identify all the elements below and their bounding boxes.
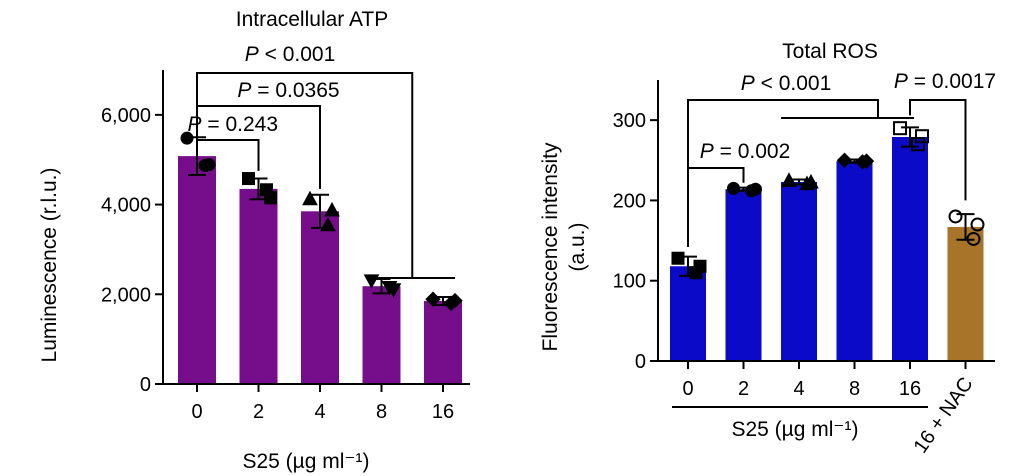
x-axis-title: S25 (µg ml⁻¹): [242, 450, 369, 473]
axes: 0 2,000 4,000 6,000 0 2 4 8 16: [101, 70, 470, 423]
data-point-4-0: [425, 291, 441, 307]
chart-total-ros: Total ROS Fluorescence intensity (a.u.) …: [539, 40, 996, 457]
y-tick-label: 0: [140, 374, 151, 396]
y-tick-label: 0: [635, 351, 646, 373]
x-tick-label: 16: [899, 378, 921, 400]
data-point-2-1: [320, 216, 336, 232]
y-tick-label: 2,000: [101, 284, 151, 306]
data-point-1-0: [242, 172, 255, 186]
data-points: [671, 121, 985, 280]
significance-annotations: P = 0.002 P < 0.001 P = 0.0017: [687, 70, 996, 247]
x-tick-label: 2: [738, 378, 749, 400]
data-point-2-2: [324, 201, 340, 217]
y-axis-title-line-2: (a.u.): [566, 222, 589, 271]
bar-0: [178, 156, 216, 384]
data-point-5-1: [966, 231, 981, 246]
data-point-4-2: [447, 292, 463, 309]
bar-1: [239, 188, 278, 384]
data-point-3-0: [363, 274, 380, 289]
data-points: [180, 131, 463, 311]
sig-bracket-2: [687, 99, 879, 168]
y-tick-label: 300: [613, 110, 646, 132]
data-point-0-0: [671, 251, 685, 265]
sig-bracket-2: [196, 105, 321, 189]
sig-label-1: P = 0.002: [700, 140, 791, 163]
y-axis-title-line-1: Fluorescence intensity: [539, 142, 562, 351]
bar-2: [781, 181, 817, 361]
chart-title: Intracellular ATP: [236, 8, 389, 31]
bar-5: [947, 226, 984, 361]
data-point-4-0: [893, 121, 907, 136]
sig-bracket-3: [909, 99, 967, 201]
x-tick-label: 4: [314, 401, 325, 423]
sig-label-2: P = 0.0365: [237, 79, 339, 102]
y-tick-label: 4,000: [101, 195, 151, 217]
x-tick-label: 2: [253, 401, 264, 423]
significance-annotations: P = 0.243 P = 0.0365 P < 0.001: [188, 43, 455, 279]
bar-3: [362, 286, 401, 384]
data-point-3-2: [858, 153, 875, 169]
data-point-5-2: [970, 217, 985, 232]
y-tick-label: 200: [613, 190, 646, 212]
data-point-2-2: [803, 173, 819, 189]
sig-label-2: P < 0.001: [741, 72, 832, 95]
data-point-2-0: [781, 172, 797, 187]
data-point-2-0: [302, 190, 318, 206]
bar-0: [670, 266, 706, 361]
x-tick-label: 4: [793, 378, 804, 400]
data-point-5-0: [948, 209, 963, 224]
y-tick-label: 6,000: [101, 105, 151, 127]
data-point-1-2: [264, 191, 277, 205]
data-point-1-0: [727, 181, 740, 195]
sig-label-1: P = 0.243: [188, 113, 279, 136]
bar-2: [301, 211, 339, 384]
data-point-0-2: [693, 259, 707, 273]
x-tick-label: 8: [376, 401, 387, 423]
chart-intracellular-atp: Intracellular ATP Luminescence (r.l.u.) …: [38, 8, 470, 473]
sig-bracket-3: [196, 72, 414, 278]
sig-label-3: P < 0.001: [245, 43, 336, 66]
data-point-4-2: [915, 129, 929, 144]
x-tick-label: 0: [682, 378, 693, 400]
y-axis-title: Luminescence (r.l.u.): [38, 168, 61, 363]
y-tick-label: 100: [613, 271, 646, 293]
bar-4: [892, 137, 928, 361]
data-point-0-0: [180, 131, 194, 145]
sig-label-3: P = 0.0017: [894, 70, 996, 93]
data-point-3-0: [836, 152, 853, 168]
x-axis-title: S25 (µg ml⁻¹): [731, 418, 858, 441]
data-point-1-2: [749, 182, 762, 196]
x-tick-label: 0: [191, 401, 202, 423]
data-point-0-2: [202, 158, 216, 172]
data-point-4-1: [911, 137, 925, 152]
x-tick-label: 16: [432, 401, 454, 423]
x-tick-label: 8: [849, 378, 860, 400]
sig-bracket-1: [687, 167, 745, 247]
bar-3: [836, 161, 873, 361]
bar-1: [725, 189, 762, 361]
chart-title: Total ROS: [782, 40, 878, 63]
bars: [670, 137, 984, 361]
bars: [178, 156, 462, 384]
data-point-3-2: [385, 283, 402, 298]
bar-4: [424, 301, 462, 384]
